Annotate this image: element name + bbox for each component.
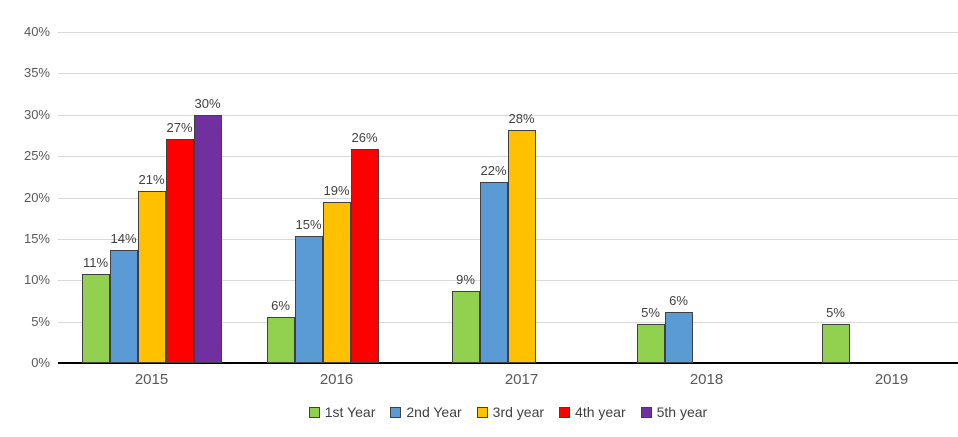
bar-value-label: 27% — [166, 119, 193, 135]
bar-value-label: 15% — [295, 217, 322, 233]
legend-swatch — [308, 406, 320, 418]
bar-1st-year-2018 — [636, 324, 665, 363]
y-axis-tick-label: 35% — [23, 65, 50, 81]
bar-3rd-year-2015 — [137, 190, 166, 363]
bar-4th-year-2015 — [165, 138, 194, 363]
bar-2nd-year-2018 — [664, 311, 693, 363]
bar-value-label: 30% — [194, 95, 221, 111]
bar-value-label: 26% — [351, 129, 378, 145]
gridline — [58, 115, 958, 116]
bar-value-label: 5% — [826, 305, 845, 321]
bar-value-label: 28% — [508, 110, 535, 126]
bar-value-label: 5% — [641, 305, 660, 321]
legend-item-1st-year: 1st Year — [308, 404, 376, 420]
x-axis-category-label: 2019 — [874, 371, 909, 388]
bar-1st-year-2017 — [451, 291, 480, 363]
legend-swatch — [390, 406, 402, 418]
legend-item-3rd-year: 3rd year — [476, 404, 545, 420]
legend-swatch — [640, 406, 652, 418]
x-axis-category-label: 2017 — [504, 371, 539, 388]
bar-2nd-year-2016 — [294, 236, 323, 363]
y-axis-tick-label: 15% — [23, 230, 50, 246]
y-axis-tick-label: 5% — [31, 313, 50, 329]
legend-label: 4th year — [575, 404, 626, 420]
x-axis-category-label: 2018 — [689, 371, 724, 388]
legend-swatch — [476, 406, 488, 418]
y-axis-tick-label: 10% — [23, 272, 50, 288]
legend-label: 1st Year — [324, 404, 376, 420]
legend-label: 2nd Year — [406, 404, 462, 420]
legend-item-4th-year: 4th year — [559, 404, 626, 420]
legend-item-5th-year: 5th year — [640, 404, 708, 420]
legend-item-2nd-year: 2nd Year — [390, 404, 462, 420]
bar-value-label: 21% — [138, 171, 165, 187]
bar-value-label: 19% — [323, 183, 350, 199]
bar-value-label: 6% — [669, 292, 688, 308]
y-axis-tick-label: 0% — [31, 355, 50, 370]
bar-1st-year-2015 — [81, 273, 110, 363]
y-axis-tick-label: 40% — [23, 24, 50, 39]
x-axis-category-label: 2016 — [319, 371, 354, 388]
gridline — [58, 32, 958, 33]
bar-4th-year-2016 — [350, 148, 379, 363]
bar-value-label: 22% — [480, 162, 507, 178]
bar-3rd-year-2016 — [322, 202, 351, 363]
legend-label: 5th year — [656, 404, 708, 420]
bar-5th-year-2015 — [193, 114, 222, 363]
bar-3rd-year-2017 — [507, 129, 536, 363]
legend-swatch — [559, 406, 571, 418]
bar-1st-year-2016 — [266, 316, 295, 363]
x-axis-line — [58, 362, 958, 364]
y-axis-tick-label: 20% — [23, 189, 50, 205]
bar-value-label: 6% — [271, 297, 290, 313]
bar-2nd-year-2015 — [109, 250, 138, 363]
y-axis-tick-label: 25% — [23, 148, 50, 164]
bar-value-label: 14% — [110, 231, 137, 247]
x-axis-category-label: 2015 — [134, 371, 169, 388]
legend: 1st Year 2nd Year 3rd year 4th year 5th year — [58, 402, 958, 422]
bar-value-label: 11% — [82, 254, 109, 270]
legend-label: 3rd year — [492, 404, 545, 420]
y-axis-tick-label: 30% — [23, 106, 50, 122]
bar-value-label: 9% — [456, 272, 475, 287]
bar-2nd-year-2017 — [479, 181, 508, 363]
bar-1st-year-2019 — [821, 324, 850, 363]
gridline — [58, 73, 958, 74]
